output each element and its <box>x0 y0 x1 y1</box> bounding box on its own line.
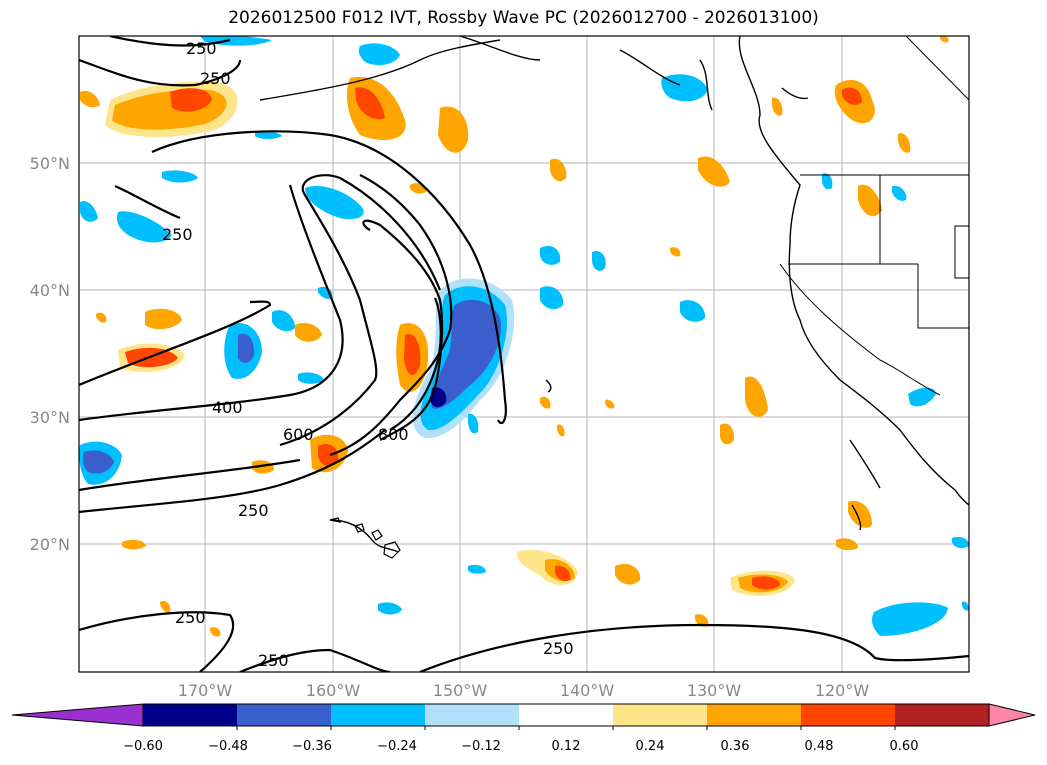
colorbar-tick-label: 0.36 <box>721 739 750 754</box>
colorbar-ticks: −0.60 −0.48 −0.36 −0.24 −0.12 0.12 0.24 … <box>123 739 918 754</box>
colorbar-tick-label: 0.60 <box>890 739 919 754</box>
contour-label: 250 <box>258 651 289 670</box>
colorbar-tick-label: 0.48 <box>805 739 834 754</box>
lon-label: 170°W <box>178 681 233 700</box>
colorbar-segment <box>425 704 520 726</box>
colorbar-tick-label: −0.60 <box>123 739 163 754</box>
lat-label: 40°N <box>30 281 70 300</box>
contour-label: 600 <box>283 425 314 444</box>
lat-labels: 50°N 40°N 30°N 20°N <box>30 154 70 554</box>
lon-label: 130°W <box>687 681 742 700</box>
colorbar-tick-label: −0.48 <box>208 739 248 754</box>
hawaii-islands <box>329 517 401 559</box>
negative-anomaly-shading <box>79 36 969 636</box>
colorbar <box>11 703 1036 730</box>
lon-label: 160°W <box>306 681 361 700</box>
lat-label: 20°N <box>30 535 70 554</box>
gridlines <box>79 36 969 672</box>
contour-label: 250 <box>186 39 217 58</box>
contour-label: 800 <box>378 425 409 444</box>
lon-labels: 170°W 160°W 150°W 140°W 130°W 120°W <box>178 681 870 700</box>
lat-label: 30°N <box>30 408 70 427</box>
map-frame <box>79 36 969 672</box>
lat-label: 50°N <box>30 154 70 173</box>
colorbar-segment <box>331 704 426 726</box>
colorbar-segment <box>237 704 332 726</box>
contour-label: 250 <box>162 225 193 244</box>
colorbar-segment <box>519 704 614 726</box>
ivt-contours <box>79 36 969 672</box>
colorbar-segment <box>801 704 896 726</box>
lon-label: 150°W <box>433 681 488 700</box>
map-border <box>78 35 970 673</box>
coastline <box>259 36 969 553</box>
borders <box>779 36 969 396</box>
colorbar-segment <box>143 704 238 726</box>
contour-label: 250 <box>543 639 574 658</box>
map-title: 2026012500 F012 IVT, Rossby Wave PC (202… <box>228 8 819 28</box>
lon-label: 120°W <box>815 681 870 700</box>
colorbar-segment <box>895 704 990 726</box>
colorbar-tick-label: −0.12 <box>461 739 501 754</box>
contour-label: 250 <box>200 69 231 88</box>
colorbar-outline <box>142 703 990 727</box>
colorbar-tick-label: 0.12 <box>552 739 581 754</box>
colorbar-extension-high <box>988 703 1036 727</box>
colorbar-tick-label: −0.36 <box>292 739 332 754</box>
colorbar-segment <box>707 704 802 726</box>
contour-label: 250 <box>175 608 206 627</box>
colorbar-tick-label: −0.24 <box>377 739 417 754</box>
colorbar-extension-low <box>11 703 144 727</box>
contour-label: 400 <box>212 398 243 417</box>
lon-label: 140°W <box>560 681 615 700</box>
colorbar-tick-label: 0.24 <box>636 739 665 754</box>
contour-labels: 250 250 250 400 600 800 250 250 250 250 <box>162 39 574 670</box>
contour-label: 250 <box>238 501 269 520</box>
colorbar-segment <box>613 704 708 726</box>
